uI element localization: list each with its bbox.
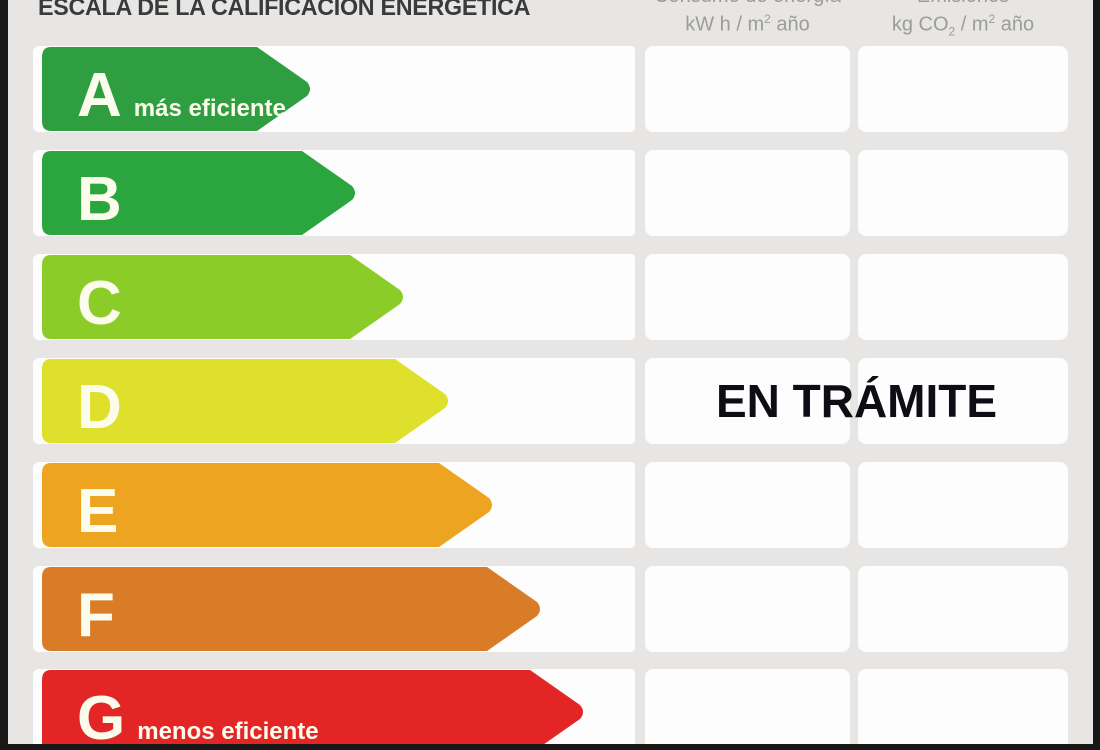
rating-row-g: G menos eficiente	[33, 669, 1093, 750]
consumo-value-cell	[645, 462, 850, 548]
emisiones-value-cell	[858, 254, 1068, 340]
consumo-value-cell	[645, 358, 850, 444]
rating-letter: C	[77, 269, 122, 338]
emisiones-column-header: Emisiones kg CO2 / m2 año	[858, 0, 1068, 44]
emisiones-header-unit: kg CO2 / m2 año	[891, 12, 1035, 39]
rating-arrow-d	[42, 359, 448, 443]
rating-label: más eficiente	[133, 95, 286, 122]
rating-letter: A	[77, 61, 122, 130]
rating-letter: D	[77, 373, 122, 442]
rating-arrow-g	[42, 670, 583, 744]
emisiones-value-cell	[858, 462, 1068, 548]
consumo-header-line1: Consumo de energía	[645, 0, 850, 8]
rating-arrow-c	[42, 255, 403, 339]
consumo-value-cell	[645, 254, 850, 340]
emisiones-value-cell	[858, 46, 1068, 132]
rating-label: menos eficiente	[137, 718, 319, 745]
rating-row-c: C	[33, 254, 1093, 340]
page-title: ESCALA DE LA CALIFICACIÓN ENERGÉTICA	[38, 0, 531, 21]
consumo-value-cell	[645, 669, 850, 744]
rating-row-f: F	[33, 566, 1093, 652]
consumo-value-cell	[645, 46, 850, 132]
rating-row-a: A más eficiente	[33, 46, 1093, 132]
emisiones-header-line1: Emisiones	[858, 0, 1068, 8]
consumo-value-cell	[645, 150, 850, 236]
rating-arrow-f	[42, 567, 540, 651]
emisiones-value-cell	[858, 566, 1068, 652]
rating-arrow-a	[42, 47, 310, 131]
rating-row-b: B	[33, 150, 1093, 236]
emisiones-value-cell	[858, 669, 1068, 744]
consumo-column-header: Consumo de energía kW h / m2 año	[645, 0, 850, 37]
rating-letter: G	[77, 684, 126, 750]
rating-letter: B	[77, 165, 122, 234]
rating-letter: E	[77, 477, 119, 546]
rating-arrow-e	[42, 463, 492, 547]
status-en-tramite: EN TRÁMITE	[715, 375, 998, 427]
emisiones-value-cell	[858, 150, 1068, 236]
rating-row-d: D	[33, 358, 1093, 444]
emisiones-value-cell	[858, 358, 1068, 444]
rating-row-e: E	[33, 462, 1093, 548]
consumo-header-unit: kW h / m2 año	[685, 12, 810, 36]
rating-arrow-b	[42, 151, 355, 235]
consumo-value-cell	[645, 566, 850, 652]
rating-letter: F	[77, 581, 115, 650]
